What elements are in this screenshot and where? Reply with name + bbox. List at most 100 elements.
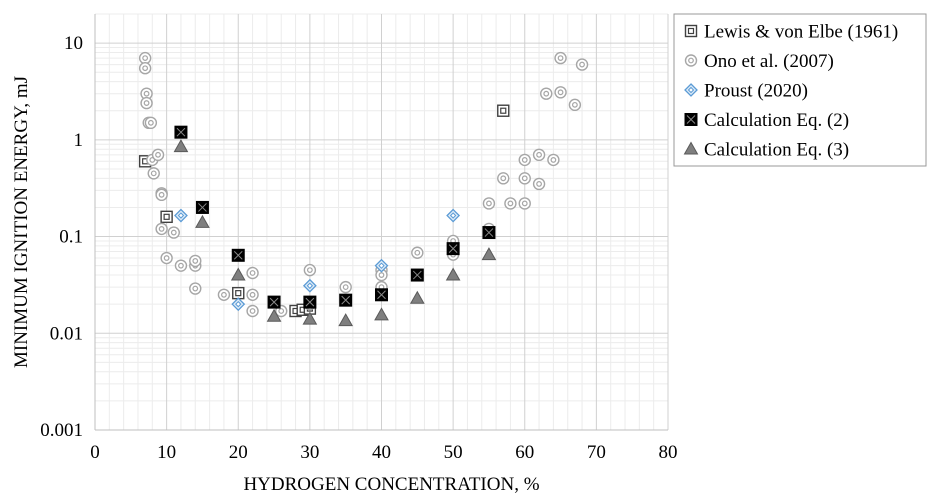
legend-marker [683, 141, 699, 155]
y-tick-label: 1 [74, 130, 84, 151]
legend: Lewis & von Elbe (1961) Ono et al. (2007)… [673, 13, 927, 167]
marker-inner-circle [142, 65, 149, 72]
marker-inner-circle [158, 191, 165, 198]
legend-label: Proust (2020) [704, 81, 808, 102]
marker-hatch [176, 127, 186, 137]
data-point [160, 210, 173, 224]
legend-marker [684, 113, 698, 126]
data-point [267, 295, 281, 309]
marker-triangle [230, 267, 246, 281]
marker-inner-circle [378, 272, 385, 278]
y-axis-title: MINIMUM IGNITION ENERGY, mJ [11, 76, 32, 368]
y-tick-label: 10 [64, 33, 83, 54]
legend-label: Calculation Eq. (2) [704, 110, 849, 131]
data-point [540, 87, 553, 100]
data-point [446, 208, 461, 223]
marker-inner-circle [192, 285, 199, 292]
marker-inner-circle [521, 157, 528, 163]
data-point [532, 177, 546, 191]
data-point [138, 51, 152, 65]
marker-inner-circle [688, 57, 694, 64]
data-point [518, 172, 531, 185]
data-point [167, 226, 180, 239]
data-point [138, 62, 152, 75]
data-point [518, 197, 531, 210]
marker-inner-diamond [378, 262, 385, 269]
marker-inner-circle [155, 151, 161, 158]
data-point [445, 267, 461, 281]
marker-inner-circle [536, 181, 542, 187]
data-point [195, 200, 209, 214]
data-point [481, 247, 497, 261]
data-series [138, 51, 589, 327]
tick-labels: 0 10 20 30 40 50 60 70 80 0.001 0.01 0.1 1 10 [40, 33, 677, 463]
data-point [155, 222, 168, 236]
data-point [147, 167, 160, 180]
data-point [497, 104, 510, 117]
data-point [554, 51, 567, 65]
data-point [411, 246, 424, 259]
legend-marker [684, 83, 698, 97]
marker-hatch [198, 203, 207, 212]
legend-item: Ono et al. (2007) [684, 51, 834, 72]
marker-inner-circle [543, 90, 550, 97]
data-point [266, 308, 282, 322]
data-point [155, 188, 168, 202]
marker-hatch [686, 115, 696, 124]
legend-item: Lewis & von Elbe (1961) [684, 22, 898, 43]
marker-inner-circle [579, 61, 585, 68]
marker-hatch [484, 228, 494, 237]
data-point [554, 86, 567, 99]
data-point [189, 282, 202, 295]
data-point [410, 268, 424, 282]
x-tick-label: 20 [229, 442, 248, 463]
data-point [302, 278, 317, 293]
marker-triangle [266, 308, 282, 322]
marker-inner-square [687, 27, 695, 35]
data-point [303, 295, 317, 309]
marker-inner-diamond [235, 300, 242, 308]
marker-inner-diamond [177, 212, 185, 219]
data-point [338, 313, 354, 327]
marker-inner-circle [249, 291, 256, 298]
legend-item: Calculation Eq. (3) [683, 140, 849, 161]
marker-triangle [195, 214, 210, 228]
marker-inner-circle [163, 255, 170, 261]
marker-inner-circle [142, 55, 149, 61]
legend-marker [684, 54, 698, 67]
legend-item: Calculation Eq. (2) [684, 110, 849, 131]
x-tick-label: 10 [157, 442, 176, 463]
marker-inner-square [500, 107, 507, 114]
marker-triangle [445, 267, 461, 281]
marker-triangle [338, 313, 354, 327]
legend-label: Lewis & von Elbe (1961) [704, 22, 898, 43]
data-point [232, 286, 245, 300]
data-point [160, 251, 173, 265]
marker-hatch [305, 297, 315, 307]
data-point [173, 139, 189, 153]
x-tick-label: 40 [372, 442, 391, 463]
data-point [375, 288, 388, 302]
data-point [144, 116, 158, 130]
marker-inner-circle [192, 258, 199, 264]
data-point [174, 208, 188, 223]
data-point [189, 254, 202, 268]
marker-triangle [374, 307, 389, 321]
marker-triangle [683, 141, 699, 155]
x-tick-label: 0 [90, 442, 100, 463]
x-tick-label: 30 [300, 442, 319, 463]
data-point [217, 288, 231, 301]
data-point [195, 214, 210, 228]
marker-inner-circle [158, 225, 165, 232]
marker-inner-circle [521, 175, 528, 182]
marker-inner-circle [500, 175, 507, 182]
marker-inner-circle [170, 229, 177, 236]
data-point [231, 297, 246, 312]
x-tick-label: 70 [587, 442, 606, 463]
series-ono-et-al-2007 [138, 51, 589, 318]
data-point [230, 267, 246, 281]
marker-inner-circle [143, 90, 150, 97]
marker-triangle [173, 139, 189, 153]
data-point [151, 148, 165, 162]
